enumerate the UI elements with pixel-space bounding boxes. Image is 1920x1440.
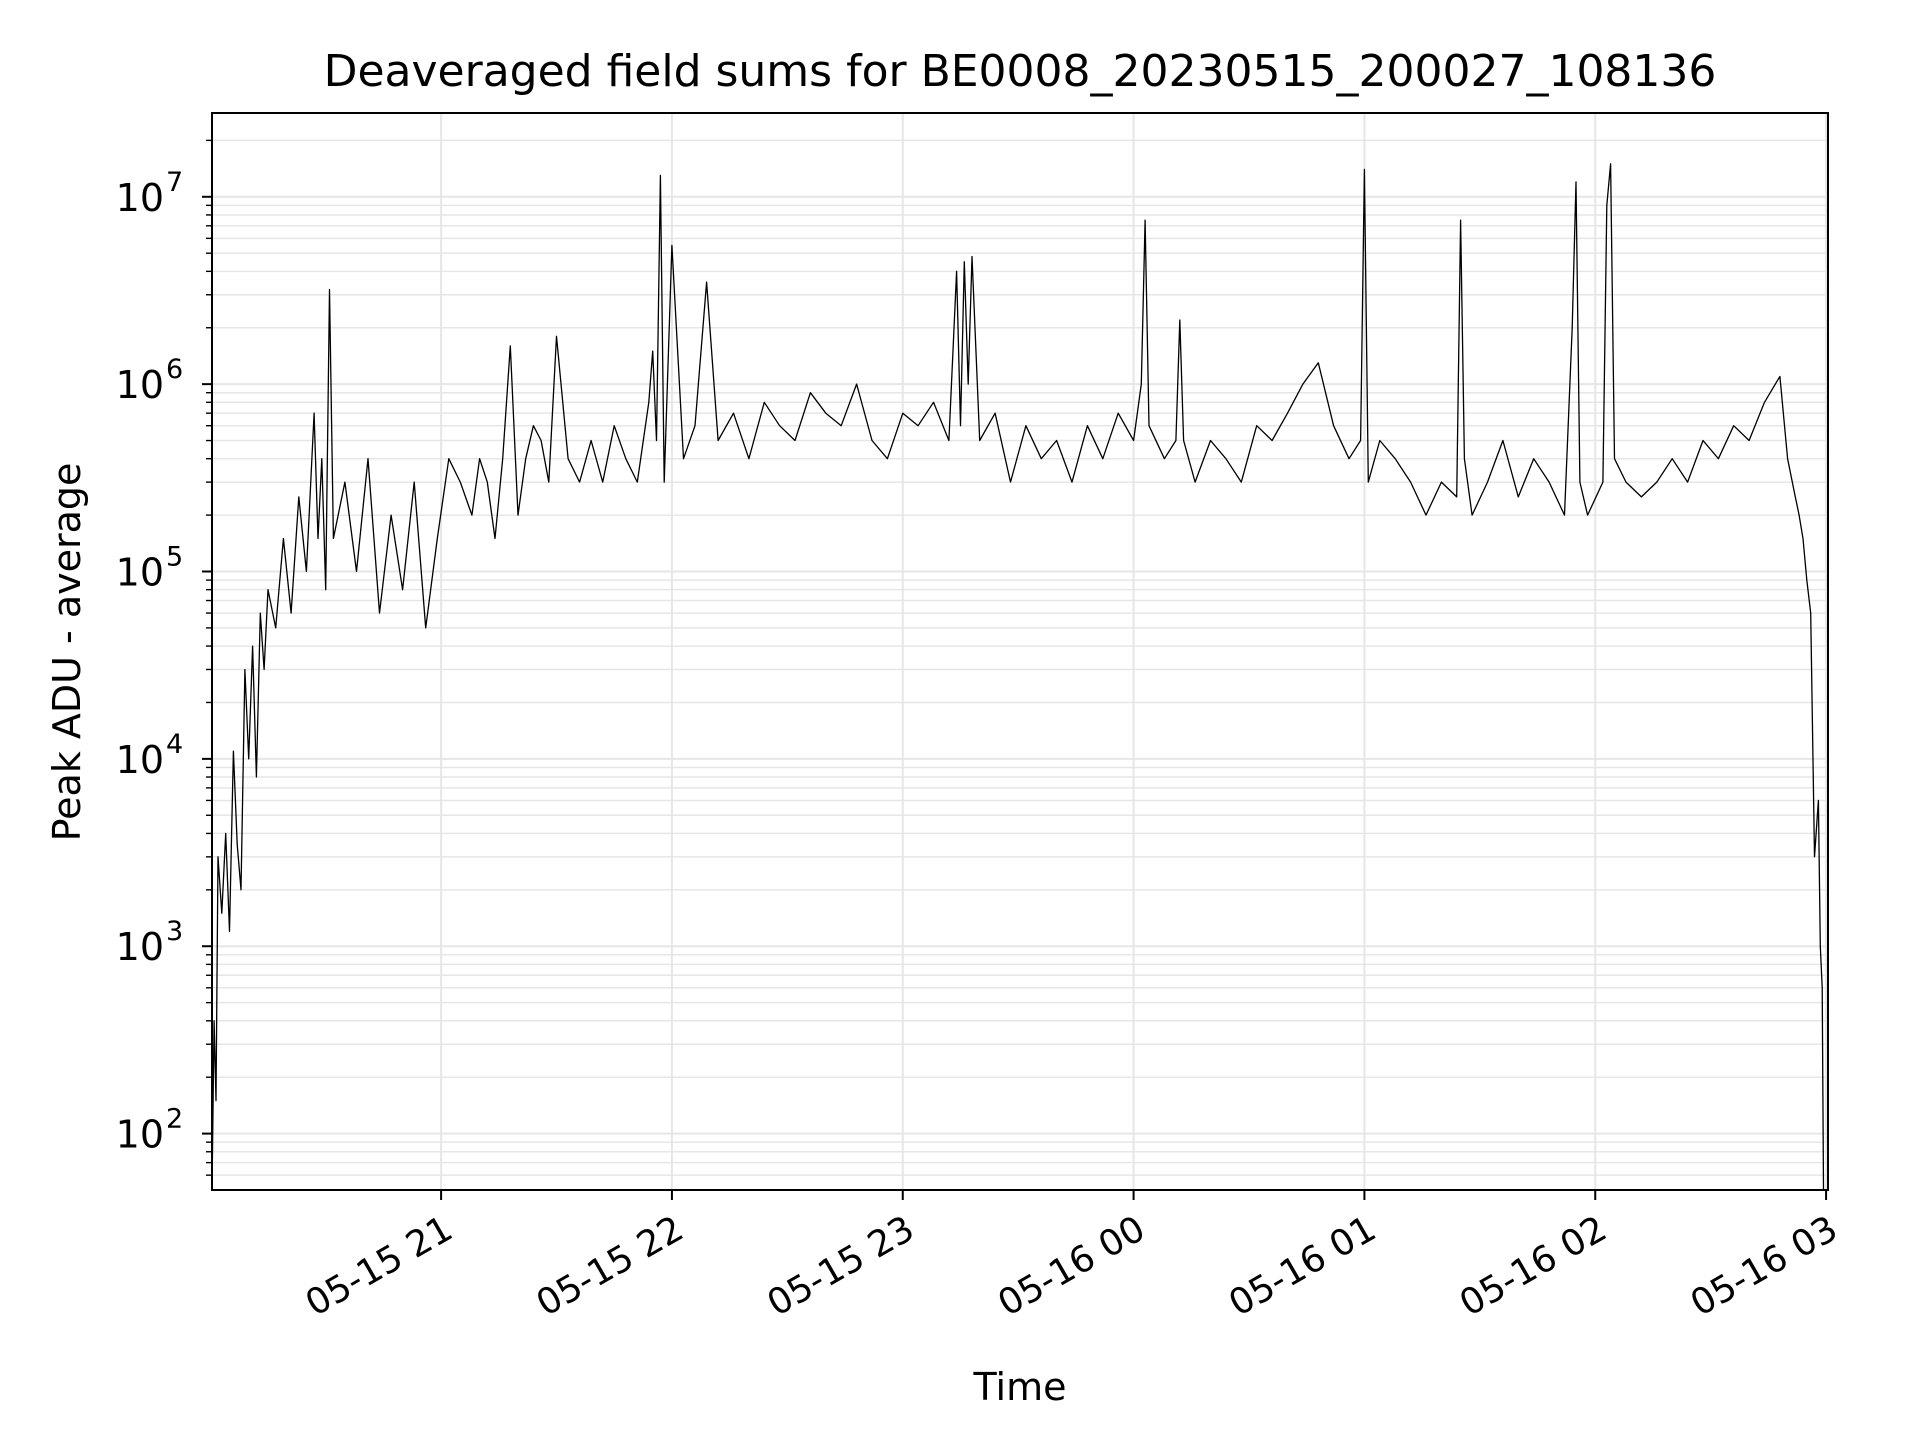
series-layer — [211, 163, 1825, 1191]
y-tick-label: 10 — [116, 551, 164, 595]
x-tick-label: 05-16 02 — [1453, 1208, 1614, 1324]
x-tick-label: 05-16 00 — [991, 1208, 1152, 1324]
x-tick-label: 05-16 01 — [1222, 1208, 1383, 1324]
y-tick-exponent: 5 — [166, 542, 183, 573]
plot-frame — [211, 112, 1829, 1191]
y-tick-label: 10 — [116, 925, 164, 969]
y-tick-base: 10 — [116, 551, 164, 595]
y-tick-exponent: 3 — [166, 916, 183, 947]
x-tick-label: 05-16 03 — [1684, 1208, 1845, 1324]
y-tick-exponent: 6 — [166, 354, 183, 385]
x-tick-label: 05-15 21 — [299, 1208, 460, 1324]
y-tick-exponent: 7 — [166, 167, 183, 198]
y-tick-label: 10 — [116, 738, 164, 782]
grid — [212, 113, 1828, 1190]
y-tick-exponent: 4 — [166, 729, 183, 760]
y-tick-base: 10 — [116, 925, 164, 969]
x-axis-label: Time — [973, 1365, 1067, 1409]
x-tick-label: 05-15 23 — [761, 1208, 922, 1324]
y-tick-label: 10 — [116, 363, 164, 407]
y-tick-base: 10 — [116, 363, 164, 407]
series-line — [211, 163, 1825, 1191]
y-tick-exponent: 2 — [166, 1104, 183, 1135]
chart-title: Deaveraged field sums for BE0008_2023051… — [324, 46, 1717, 97]
y-tick-base: 10 — [116, 738, 164, 782]
y-tick-base: 10 — [116, 1113, 164, 1157]
y-tick-label: 10 — [116, 176, 164, 220]
y-tick-label: 10 — [116, 1113, 164, 1157]
x-tick-label: 05-15 22 — [530, 1208, 691, 1324]
y-axis-label: Peak ADU - average — [45, 463, 89, 842]
y-tick-base: 10 — [116, 176, 164, 220]
